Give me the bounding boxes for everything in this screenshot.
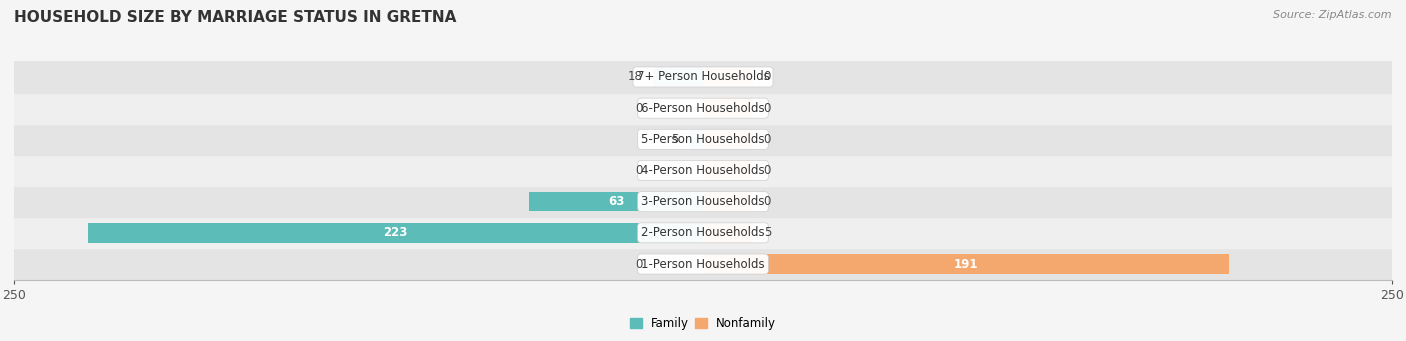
Bar	[530, 192, 703, 211]
Text: 18: 18	[627, 71, 643, 84]
Bar	[14, 124, 1392, 155]
Bar	[703, 99, 752, 118]
Bar	[703, 254, 1229, 274]
Text: 5: 5	[763, 226, 770, 239]
Text: 0: 0	[763, 133, 770, 146]
Text: 0: 0	[763, 195, 770, 208]
Text: 5: 5	[671, 133, 678, 146]
Legend: Family, Nonfamily: Family, Nonfamily	[626, 312, 780, 335]
Text: HOUSEHOLD SIZE BY MARRIAGE STATUS IN GRETNA: HOUSEHOLD SIZE BY MARRIAGE STATUS IN GRE…	[14, 10, 457, 25]
Bar	[689, 130, 703, 149]
Text: 0: 0	[636, 164, 643, 177]
Bar	[654, 67, 703, 87]
Bar	[703, 161, 752, 180]
Text: 0: 0	[763, 71, 770, 84]
Text: 191: 191	[953, 257, 979, 270]
Bar	[14, 217, 1392, 249]
Bar	[703, 130, 752, 149]
Text: 3-Person Households: 3-Person Households	[641, 195, 765, 208]
Bar	[703, 223, 752, 242]
Text: 4-Person Households: 4-Person Households	[641, 164, 765, 177]
Text: 2-Person Households: 2-Person Households	[641, 226, 765, 239]
Text: Source: ZipAtlas.com: Source: ZipAtlas.com	[1274, 10, 1392, 20]
Text: 0: 0	[763, 164, 770, 177]
Text: 7+ Person Households: 7+ Person Households	[637, 71, 769, 84]
Bar	[14, 92, 1392, 124]
Bar	[14, 61, 1392, 92]
Bar	[14, 249, 1392, 280]
Text: 1-Person Households: 1-Person Households	[641, 257, 765, 270]
Bar	[703, 67, 752, 87]
Text: 0: 0	[636, 102, 643, 115]
Bar	[14, 155, 1392, 186]
Bar	[89, 223, 703, 242]
Text: 5-Person Households: 5-Person Households	[641, 133, 765, 146]
Text: 0: 0	[763, 102, 770, 115]
Text: 6-Person Households: 6-Person Households	[641, 102, 765, 115]
Bar	[14, 186, 1392, 217]
Text: 223: 223	[384, 226, 408, 239]
Bar	[703, 192, 752, 211]
Text: 63: 63	[607, 195, 624, 208]
Text: 0: 0	[636, 257, 643, 270]
